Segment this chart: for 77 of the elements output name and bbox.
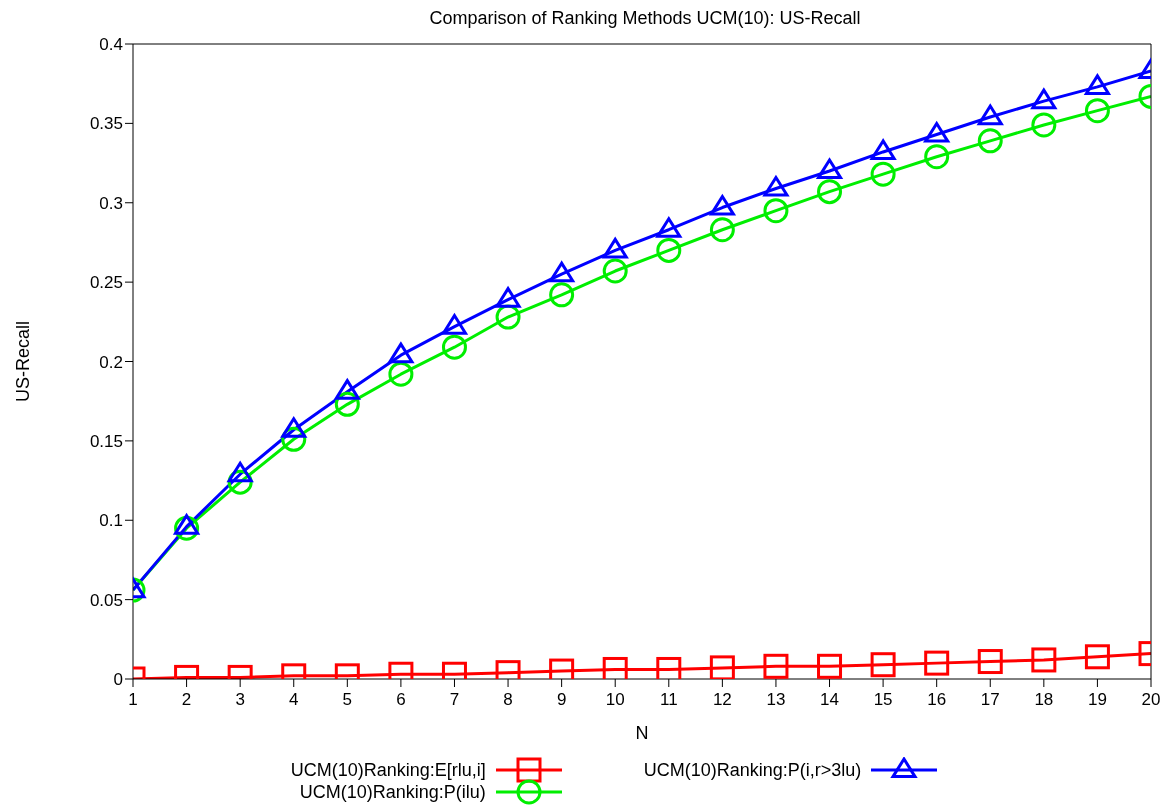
point (1031, 88, 1057, 110)
point (549, 261, 575, 283)
point (602, 258, 628, 284)
point (924, 144, 950, 170)
point (174, 514, 200, 535)
point (656, 217, 682, 238)
point (1084, 644, 1110, 670)
legend-label: UCM(10)Ranking:P(ilu) (299, 781, 486, 803)
point (817, 158, 843, 180)
x-tick-label: 13 (766, 690, 786, 710)
x-tick-label: 4 (289, 690, 299, 710)
y-tick-label: 0.1 (99, 511, 123, 531)
chart-title: Comparison of Ranking Methods UCM(10): US-Recall (428, 8, 862, 29)
point (656, 237, 682, 263)
point (334, 379, 360, 400)
y-tick-label: 0.35 (89, 114, 123, 134)
point (334, 391, 360, 417)
y-tick-label: 0 (113, 670, 123, 690)
x-tick-label: 9 (556, 690, 567, 710)
point (441, 334, 467, 360)
y-axis-title: US-Recall (13, 320, 34, 403)
y-tick-label: 0.05 (89, 590, 123, 610)
point (495, 287, 521, 308)
point (924, 650, 950, 676)
x-tick-label: 12 (712, 690, 732, 710)
x-axis-title: N (635, 723, 649, 743)
point (1031, 112, 1057, 138)
point (388, 361, 414, 387)
x-tick-label: 16 (927, 690, 947, 710)
x-tick-label: 17 (980, 690, 1000, 710)
point (709, 195, 735, 216)
x-tick-label: 8 (503, 690, 513, 710)
y-tick-label: 0.3 (99, 193, 123, 213)
point (549, 282, 575, 308)
x-tick-label: 15 (873, 690, 893, 710)
point (1031, 647, 1057, 673)
point (817, 653, 843, 679)
point (977, 649, 1003, 675)
point (977, 104, 1003, 126)
x-tick-label: 20 (1141, 690, 1161, 710)
point (1084, 98, 1110, 124)
point (602, 237, 628, 259)
point (924, 121, 950, 143)
legend-label: UCM(10)Ranking:P(i,r>3lu) (643, 759, 862, 781)
point (763, 175, 789, 197)
x-tick-label: 3 (235, 690, 245, 710)
point (977, 128, 1003, 154)
x-tick-label: 10 (605, 690, 625, 710)
x-tick-label: 1 (128, 690, 138, 710)
x-tick-label: 5 (342, 690, 353, 710)
point (870, 652, 896, 678)
point (227, 461, 253, 483)
x-tick-label: 7 (449, 690, 460, 710)
point (281, 417, 307, 438)
point (602, 656, 628, 679)
point (388, 342, 414, 364)
y-tick-label: 0.4 (99, 35, 123, 55)
x-tick-label: 18 (1034, 690, 1054, 710)
y-tick-label: 0.25 (89, 273, 123, 293)
point (763, 198, 789, 224)
point (656, 656, 682, 679)
point (1084, 74, 1110, 95)
point (709, 217, 735, 243)
legend-label: UCM(10)Ranking:E[rlu,i] (290, 759, 486, 781)
point (870, 161, 896, 187)
point (441, 314, 467, 335)
point (870, 139, 896, 161)
y-tick-label: 0.2 (99, 352, 123, 372)
x-tick-label: 19 (1087, 690, 1107, 710)
point (817, 179, 843, 205)
point (709, 655, 735, 679)
x-tick-label: 6 (396, 690, 406, 710)
x-tick-label: 2 (181, 690, 192, 710)
y-tick-label: 0.15 (89, 431, 123, 451)
point (763, 653, 789, 679)
x-tick-label: 11 (659, 690, 678, 710)
x-tick-label: 14 (820, 690, 839, 710)
